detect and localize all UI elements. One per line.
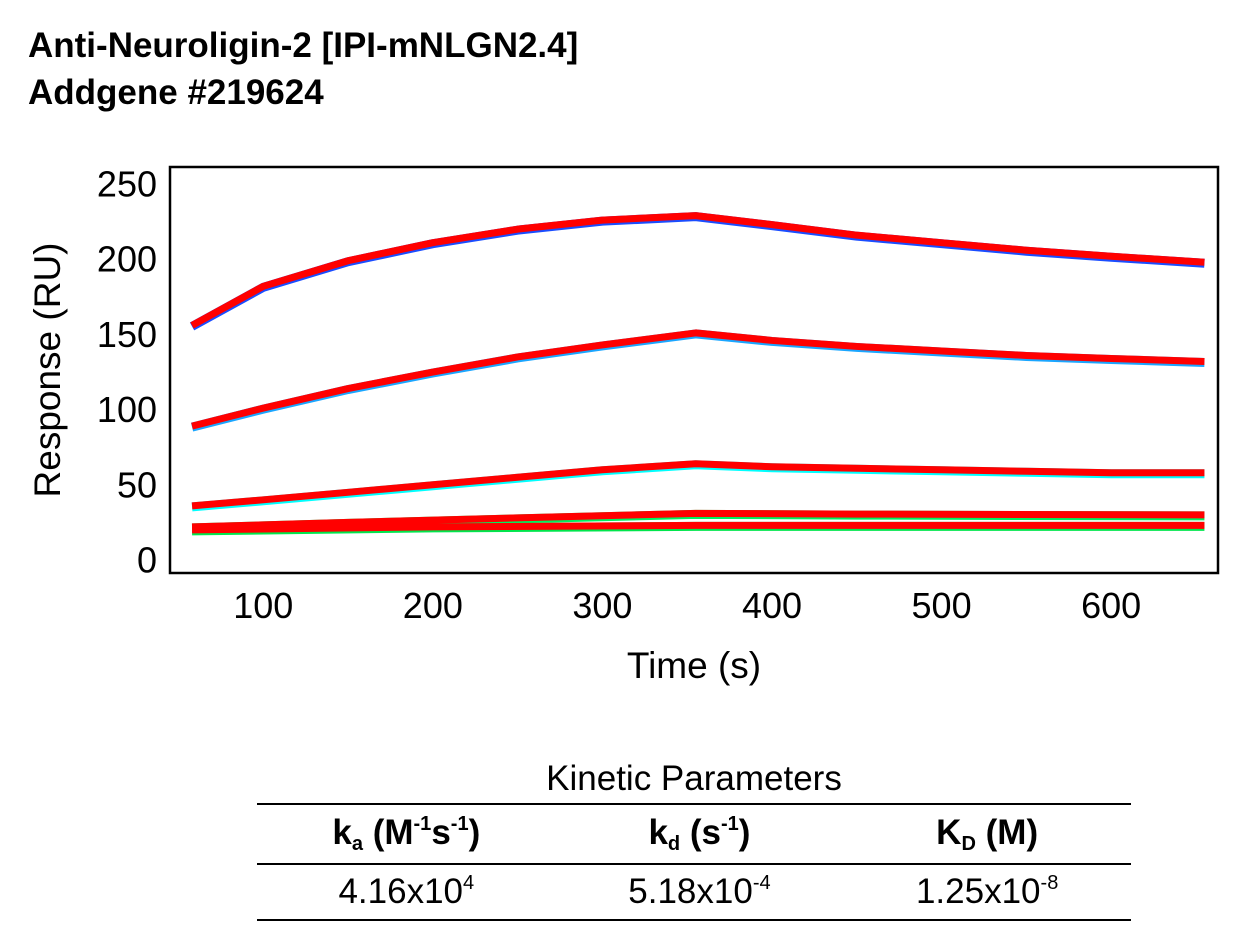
curve-2-fit xyxy=(191,329,1205,430)
unit: ) xyxy=(738,812,751,852)
y-tick-label: 150 xyxy=(97,314,157,355)
subscript: D xyxy=(961,832,976,855)
curve-2-data xyxy=(190,329,1205,432)
curve-1-fit xyxy=(190,212,1205,329)
y-axis-label: Response (RU) xyxy=(27,243,68,498)
table-cell: 5.18x10-4 xyxy=(556,864,844,920)
superscript: -1 xyxy=(413,812,432,835)
unit: (s xyxy=(680,812,721,852)
x-tick-label: 200 xyxy=(403,585,463,626)
title-line-2: Addgene #219624 xyxy=(28,73,324,112)
unit: s xyxy=(431,812,451,852)
y-tick-label: 0 xyxy=(137,539,157,580)
symbol: K xyxy=(936,812,962,852)
plot-frame xyxy=(168,165,1220,575)
title-line-1: Anti-Neuroligin-2 [IPI-mNLGN2.4] xyxy=(28,26,579,65)
curve-1-data xyxy=(189,212,1205,331)
y-tick-label: 200 xyxy=(97,239,157,280)
unit: (M) xyxy=(975,812,1039,852)
symbol: k xyxy=(332,812,352,852)
unit: ) xyxy=(468,812,481,852)
chart-title: Anti-Neuroligin-2 [IPI-mNLGN2.4] Addgene… xyxy=(28,22,578,116)
table-cell: 4.16x104 xyxy=(257,864,556,920)
superscript: -1 xyxy=(721,812,739,835)
table-caption: Kinetic Parameters xyxy=(546,759,842,798)
unit: (M xyxy=(362,812,414,852)
superscript: -1 xyxy=(450,812,469,835)
x-axis-label: Time (s) xyxy=(627,645,761,686)
value-base: 4.16x10 xyxy=(338,872,464,911)
column-header: ka (M-1s-1) xyxy=(257,804,556,864)
tick-layer: 100 200 300 400 500 600 0 50 100 150 200 250 xyxy=(97,164,1141,626)
value-exponent: 4 xyxy=(463,872,475,894)
x-tick-label: 100 xyxy=(233,585,293,626)
value-exponent: -8 xyxy=(1040,872,1059,894)
table-row: 4.16x104 5.18x10-4 1.25x10-8 xyxy=(257,864,1131,920)
curve-3-fit xyxy=(191,460,1205,510)
table-cell: 1.25x10-8 xyxy=(843,864,1131,920)
y-tick-label: 250 xyxy=(97,164,157,205)
x-tick-label: 400 xyxy=(742,585,802,626)
subscript: d xyxy=(667,832,681,855)
value-base: 1.25x10 xyxy=(915,872,1041,911)
kinetic-parameters-table: Kinetic Parameters ka (M-1s-1) kd (s-1) KD… xyxy=(257,755,1131,921)
x-tick-label: 500 xyxy=(912,585,972,626)
column-header: kd (s-1) xyxy=(556,804,844,864)
symbol: k xyxy=(648,812,668,852)
x-tick-label: 600 xyxy=(1081,585,1141,626)
value-base: 5.18x10 xyxy=(628,872,753,911)
subscript: a xyxy=(351,832,363,855)
x-tick-label: 300 xyxy=(572,585,632,626)
series-layer xyxy=(189,212,1205,536)
column-header: KD (M) xyxy=(843,804,1131,864)
y-tick-label: 100 xyxy=(97,389,157,430)
y-tick-label: 50 xyxy=(117,464,157,505)
table-header-row: ka (M-1s-1) kd (s-1) KD (M) xyxy=(257,804,1131,864)
curve-4-fit xyxy=(191,509,1205,531)
curve-5-fit xyxy=(192,521,1205,534)
value-exponent: -4 xyxy=(752,872,771,894)
sensorgram-chart: 100 200 300 400 500 600 0 50 100 150 200 250 Time (… xyxy=(27,164,1220,686)
